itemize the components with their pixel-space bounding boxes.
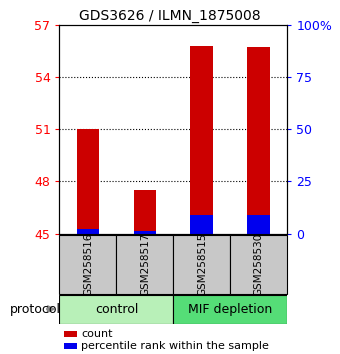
Bar	[134, 190, 156, 234]
Bar	[190, 215, 213, 234]
Text: protocol: protocol	[10, 303, 61, 315]
Bar	[76, 229, 99, 234]
Text: GSM258517: GSM258517	[140, 233, 150, 296]
Text: percentile rank within the sample: percentile rank within the sample	[81, 341, 269, 351]
Bar	[173, 235, 231, 294]
Text: count: count	[81, 329, 113, 339]
Text: GSM258516: GSM258516	[83, 233, 93, 296]
Text: MIF depletion: MIF depletion	[188, 303, 272, 316]
Text: GDS3626 / ILMN_1875008: GDS3626 / ILMN_1875008	[79, 9, 261, 23]
Bar	[134, 231, 156, 234]
Bar	[248, 47, 270, 234]
Bar	[190, 46, 213, 234]
Text: GSM258530: GSM258530	[254, 233, 264, 296]
Bar	[64, 331, 76, 337]
Bar	[59, 295, 173, 324]
Bar	[76, 129, 99, 234]
Bar	[116, 235, 173, 294]
Text: control: control	[95, 303, 138, 316]
Text: GSM258515: GSM258515	[197, 233, 207, 296]
Bar	[64, 343, 76, 349]
Bar	[248, 215, 270, 234]
Bar	[231, 235, 287, 294]
Bar	[59, 235, 116, 294]
Bar	[173, 295, 287, 324]
